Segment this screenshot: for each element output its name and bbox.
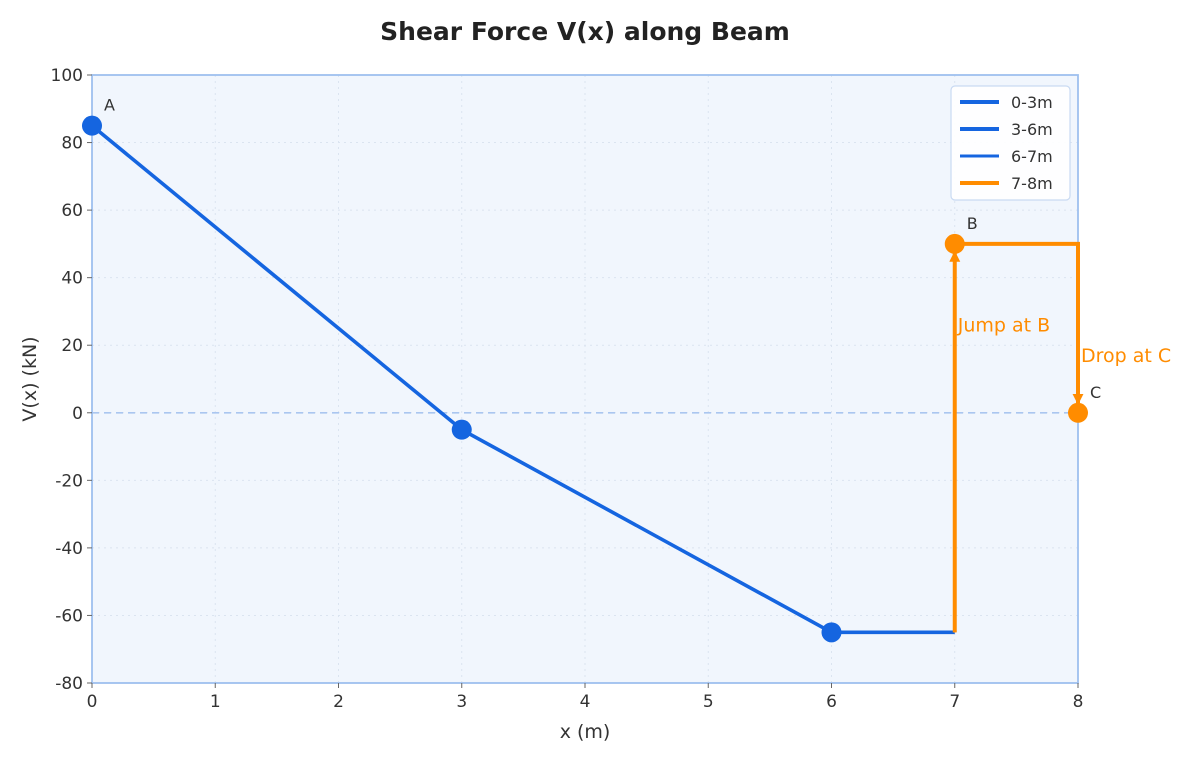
- y-tick-label: 60: [61, 201, 83, 221]
- y-tick-label: 80: [61, 134, 83, 154]
- series-line-0-3m: [90, 124, 463, 432]
- point-label: C: [1090, 383, 1101, 402]
- annotation-label: Jump at B: [957, 315, 1050, 337]
- legend-entry: 6-7m: [1011, 147, 1053, 166]
- legend-entry: 0-3m: [1011, 93, 1053, 112]
- y-tick-label: -20: [55, 471, 83, 491]
- x-tick-label: 2: [333, 692, 344, 712]
- annotation-label: Drop at C: [1081, 345, 1171, 367]
- x-tick-label: 0: [87, 692, 98, 712]
- y-tick-label: 40: [61, 269, 83, 289]
- y-tick-label: 20: [61, 336, 83, 356]
- data-point-marker: [1068, 402, 1088, 423]
- x-axis-label: x (m): [560, 721, 611, 743]
- data-point-marker: [451, 419, 472, 440]
- y-tick-label: 0: [72, 404, 83, 424]
- point-label: A: [104, 96, 115, 115]
- y-axis-label: V(x) (kN): [19, 336, 41, 421]
- x-tick-label: 3: [456, 692, 467, 712]
- legend-entry: 7-8m: [1011, 174, 1053, 193]
- x-tick-label: 8: [1073, 692, 1084, 712]
- x-tick-label: 7: [949, 692, 960, 712]
- x-tick-label: 6: [826, 692, 837, 712]
- x-tick-label: 4: [580, 692, 591, 712]
- y-tick-label: 100: [51, 66, 83, 86]
- x-tick-label: 1: [210, 692, 221, 712]
- y-tick-label: -80: [55, 674, 83, 694]
- y-tick-label: -40: [55, 539, 83, 559]
- data-point-marker: [82, 115, 102, 136]
- chart-title: Shear Force V(x) along Beam: [380, 17, 790, 46]
- legend-entry: 3-6m: [1011, 120, 1053, 139]
- x-tick-label: 5: [703, 692, 714, 712]
- y-tick-label: -60: [55, 606, 83, 626]
- data-point-marker: [944, 233, 965, 254]
- plot-area: 0 1 2 3 4 5 6 7 8 100 80 60 40 20 0 -20 -40 -60 -80 A B C Jump…: [51, 66, 1172, 712]
- plot-background: [92, 75, 1078, 683]
- legend-box: [950, 85, 1071, 201]
- point-label: B: [967, 214, 978, 233]
- series-line-3-6m: [460, 428, 833, 634]
- data-point-marker: [821, 622, 842, 643]
